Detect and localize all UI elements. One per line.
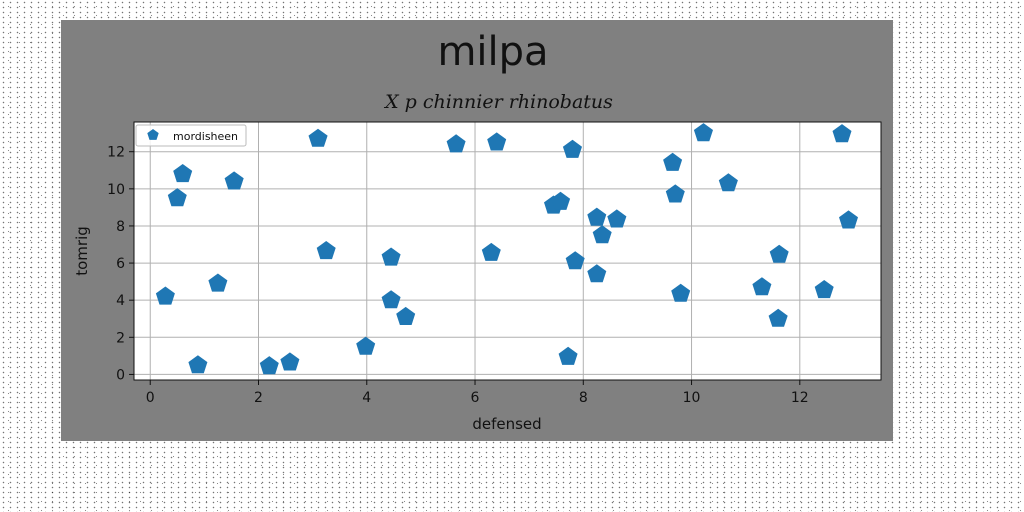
y-tick-label: 2 bbox=[116, 330, 125, 346]
y-tick-label: 12 bbox=[107, 145, 125, 161]
data-point bbox=[551, 191, 571, 210]
data-point bbox=[188, 355, 208, 374]
data-point bbox=[481, 242, 501, 261]
y-tick-label: 4 bbox=[116, 293, 125, 309]
x-tick-label: 6 bbox=[471, 390, 480, 406]
y-tick-label: 6 bbox=[116, 256, 125, 272]
data-point bbox=[562, 139, 582, 158]
data-point bbox=[587, 264, 607, 283]
chart-title: milpa bbox=[437, 29, 548, 75]
data-point bbox=[308, 128, 328, 147]
y-tick-label: 0 bbox=[116, 367, 125, 383]
data-point bbox=[208, 273, 228, 292]
data-point bbox=[487, 132, 507, 151]
x-tick-label: 2 bbox=[254, 390, 263, 406]
chart-figure: 0 2 4 6 8 10 12 0 2 4 6 8 10 12 milpa X p chinnier rh… bbox=[61, 20, 893, 441]
legend-box bbox=[135, 124, 247, 147]
data-point bbox=[592, 225, 612, 244]
legend-entry-label: mordisheen bbox=[173, 130, 238, 143]
data-point bbox=[396, 306, 416, 325]
y-tick-label: 8 bbox=[116, 219, 125, 235]
data-point bbox=[446, 134, 466, 153]
data-point bbox=[752, 277, 772, 296]
data-points bbox=[155, 123, 858, 375]
data-point bbox=[280, 352, 300, 371]
data-point bbox=[769, 244, 789, 263]
y-tick-label: 10 bbox=[107, 182, 125, 198]
chart-subtitle: X p chinnier rhinobatus bbox=[383, 91, 613, 113]
data-point bbox=[356, 336, 376, 355]
data-point bbox=[814, 280, 834, 299]
y-axis-label: tomrig bbox=[73, 226, 91, 276]
data-point bbox=[167, 188, 187, 207]
x-tick-label: 12 bbox=[791, 390, 809, 406]
x-tick-label: 0 bbox=[146, 390, 155, 406]
data-point bbox=[768, 308, 788, 327]
data-point bbox=[381, 290, 401, 309]
grid bbox=[134, 122, 881, 380]
data-point bbox=[565, 251, 585, 270]
data-point bbox=[718, 173, 738, 192]
data-point bbox=[381, 247, 401, 266]
data-point bbox=[173, 164, 193, 183]
data-point bbox=[832, 124, 852, 143]
data-point bbox=[224, 171, 244, 190]
legend: mordisheen bbox=[135, 124, 247, 147]
data-point bbox=[671, 283, 691, 302]
data-point bbox=[558, 346, 578, 365]
scatter-chart: 0 2 4 6 8 10 12 0 2 4 6 8 10 12 milpa X p chinnier rh… bbox=[73, 29, 882, 433]
data-point bbox=[663, 152, 683, 171]
data-point bbox=[587, 207, 607, 226]
x-tick-label: 4 bbox=[362, 390, 371, 406]
x-tick-label: 8 bbox=[579, 390, 588, 406]
data-point bbox=[665, 184, 685, 203]
plot-frame bbox=[133, 121, 882, 381]
data-point bbox=[693, 123, 713, 142]
data-point bbox=[259, 356, 279, 375]
plot-area bbox=[134, 122, 881, 380]
data-point bbox=[155, 286, 175, 305]
data-point bbox=[839, 210, 858, 229]
axis-ticks: 0 2 4 6 8 10 12 0 2 4 6 8 10 12 bbox=[107, 145, 809, 406]
legend-marker bbox=[147, 129, 159, 140]
x-axis-label: defensed bbox=[472, 415, 541, 433]
x-tick-label: 10 bbox=[683, 390, 701, 406]
data-point bbox=[607, 209, 627, 228]
data-point bbox=[316, 241, 336, 260]
